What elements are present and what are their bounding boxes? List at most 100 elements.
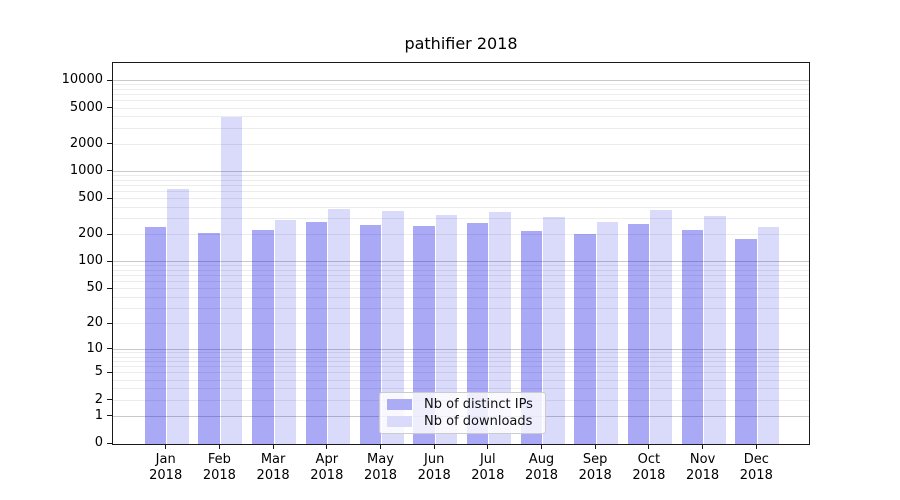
bar-distinct-ips-sep bbox=[574, 233, 596, 444]
chart-title: pathifier 2018 bbox=[404, 34, 518, 53]
bar-downloads-jun bbox=[435, 214, 458, 444]
gridline-minor bbox=[113, 191, 809, 192]
x-tick-label-oct: Oct 2018 bbox=[632, 452, 666, 483]
y-tick-mark bbox=[107, 322, 112, 324]
bar-distinct-ips-oct bbox=[627, 223, 650, 444]
y-tick-mark bbox=[107, 399, 112, 401]
bar-downloads-apr bbox=[328, 209, 350, 444]
gridline-major bbox=[113, 348, 809, 350]
gridline-minor bbox=[113, 185, 809, 186]
gridline-minor bbox=[113, 288, 809, 290]
gridline-minor bbox=[113, 366, 809, 368]
bar-downloads-feb bbox=[220, 116, 243, 444]
gridline-minor bbox=[113, 388, 809, 390]
gridline-minor bbox=[113, 175, 809, 177]
bar-downloads-jul bbox=[489, 212, 511, 444]
bar-distinct-ips-jan bbox=[144, 227, 167, 444]
gridline-minor bbox=[113, 89, 809, 91]
bar-downloads-may bbox=[382, 211, 404, 444]
legend-swatch-distinct-ips bbox=[387, 398, 412, 410]
x-tick-mark bbox=[218, 445, 220, 449]
y-tick-mark bbox=[107, 348, 112, 350]
y-tick-label: 1 bbox=[94, 407, 103, 423]
x-tick-mark bbox=[433, 445, 435, 449]
bar-downloads-sep bbox=[596, 222, 619, 444]
gridline-minor bbox=[113, 107, 809, 109]
x-tick-mark bbox=[594, 445, 596, 449]
y-tick-mark bbox=[107, 143, 112, 145]
gridline-minor bbox=[113, 234, 809, 236]
x-tick-label-jun: Jun 2018 bbox=[417, 452, 451, 483]
gridline-major bbox=[113, 170, 809, 172]
bar-distinct-ips-aug bbox=[520, 231, 542, 444]
bar-downloads-nov bbox=[704, 215, 726, 444]
y-tick-mark bbox=[107, 415, 112, 417]
x-tick-mark bbox=[326, 445, 328, 449]
gridline-minor bbox=[113, 265, 809, 267]
x-tick-mark bbox=[272, 445, 274, 449]
bar-distinct-ips-apr bbox=[305, 222, 328, 444]
y-tick-label: 100 bbox=[78, 253, 103, 269]
bar-distinct-ips-mar bbox=[252, 230, 274, 444]
y-tick-label: 10 bbox=[86, 340, 103, 356]
y-tick-mark bbox=[107, 260, 112, 262]
y-tick-label: 2 bbox=[94, 391, 103, 407]
gridline-minor bbox=[113, 143, 809, 145]
x-tick-mark bbox=[165, 445, 167, 449]
gridline-minor bbox=[113, 352, 809, 354]
x-tick-label-feb: Feb 2018 bbox=[202, 452, 236, 483]
y-tick-label: 5000 bbox=[69, 99, 103, 115]
bar-downloads-aug bbox=[543, 216, 565, 444]
x-tick-label-jul: Jul 2018 bbox=[471, 452, 505, 483]
y-tick-mark bbox=[107, 371, 112, 373]
bar-distinct-ips-nov bbox=[681, 229, 704, 444]
gridline-minor bbox=[113, 361, 809, 363]
bar-downloads-oct bbox=[650, 209, 672, 444]
y-tick-mark bbox=[107, 197, 112, 199]
gridline-minor bbox=[113, 296, 809, 298]
gridline-minor bbox=[113, 84, 809, 86]
y-tick-mark bbox=[107, 170, 112, 172]
x-tick-mark bbox=[541, 445, 542, 449]
y-tick-label: 0 bbox=[94, 435, 103, 450]
gridline-minor bbox=[113, 379, 809, 381]
plot-area: Nb of distinct IPs Nb of downloads bbox=[112, 62, 810, 445]
gridline-minor bbox=[113, 275, 809, 277]
y-tick-label: 200 bbox=[78, 226, 103, 242]
bar-distinct-ips-dec bbox=[735, 238, 757, 444]
bar-distinct-ips-feb bbox=[198, 233, 220, 444]
legend-label-downloads: Nb of downloads bbox=[424, 414, 533, 430]
gridline-minor bbox=[113, 372, 809, 374]
bar-downloads-mar bbox=[274, 219, 297, 444]
bar-distinct-ips-may bbox=[359, 225, 381, 444]
x-tick-label-may: May 2018 bbox=[363, 452, 398, 483]
x-tick-label-jan: Jan 2018 bbox=[149, 452, 183, 483]
x-tick-mark bbox=[380, 445, 381, 449]
legend-swatch-downloads bbox=[387, 416, 412, 428]
gridline-minor bbox=[113, 100, 809, 102]
legend: Nb of distinct IPs Nb of downloads bbox=[379, 392, 546, 434]
gridline-major bbox=[113, 261, 809, 263]
x-tick-mark bbox=[487, 445, 489, 449]
gridline-minor bbox=[113, 179, 809, 181]
y-tick-mark bbox=[107, 79, 112, 81]
gridline-minor bbox=[113, 116, 809, 118]
y-tick-label: 5 bbox=[94, 364, 103, 380]
x-tick-mark bbox=[755, 445, 757, 449]
x-tick-label-mar: Mar 2018 bbox=[256, 452, 290, 483]
y-tick-mark bbox=[107, 107, 112, 109]
x-tick-label-dec: Dec 2018 bbox=[739, 452, 773, 483]
y-tick-label: 2000 bbox=[69, 135, 103, 151]
y-tick-label: 10000 bbox=[61, 72, 103, 88]
bar-downloads-jan bbox=[167, 188, 189, 444]
y-tick-mark bbox=[107, 442, 112, 444]
gridline-major bbox=[113, 80, 809, 82]
x-tick-mark bbox=[648, 445, 650, 449]
gridline-minor bbox=[113, 281, 809, 283]
legend-label-distinct-ips: Nb of distinct IPs bbox=[424, 396, 533, 412]
y-tick-label: 20 bbox=[86, 315, 103, 331]
bar-distinct-ips-jul bbox=[466, 223, 489, 444]
x-tick-label-nov: Nov 2018 bbox=[686, 452, 720, 483]
legend-item-downloads: Nb of downloads bbox=[387, 414, 538, 429]
